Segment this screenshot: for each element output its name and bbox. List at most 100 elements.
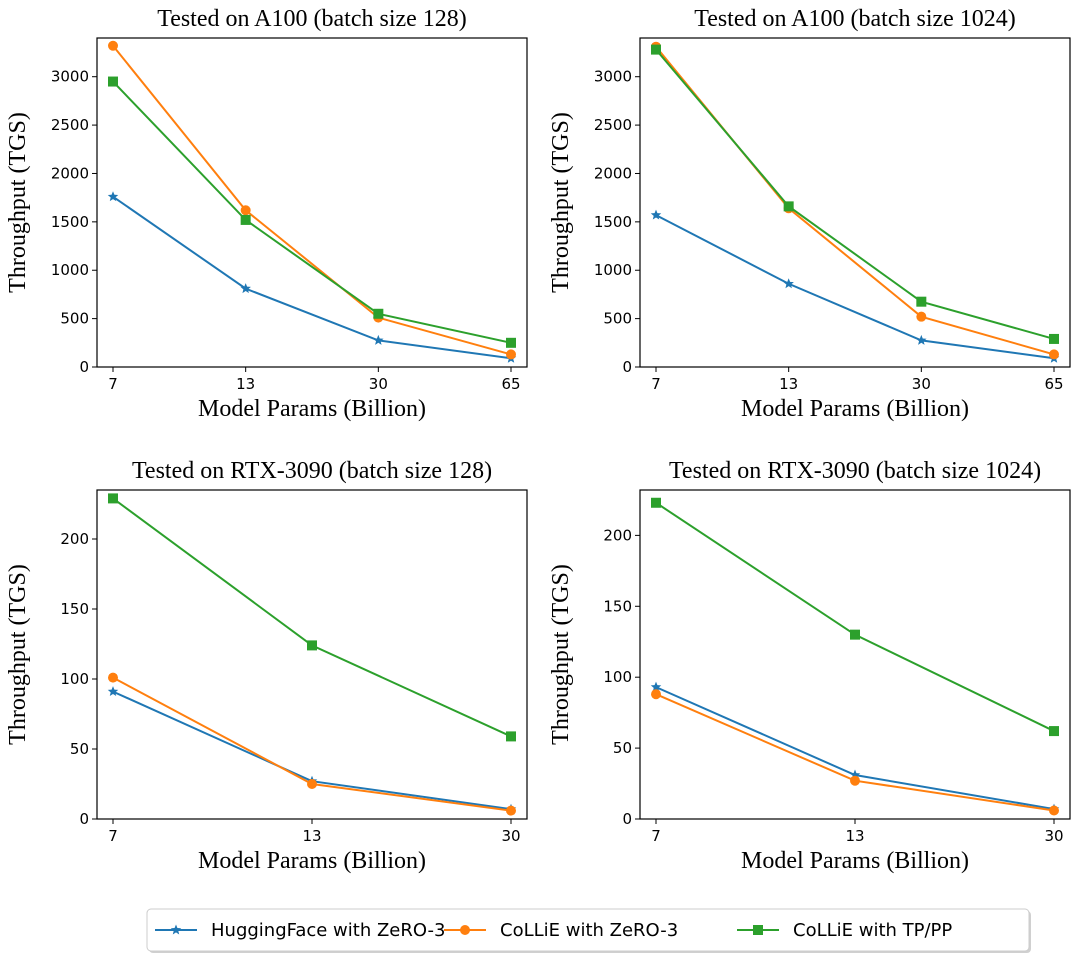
x-tick-label: 7 bbox=[651, 375, 661, 393]
y-tick-label: 50 bbox=[613, 739, 632, 757]
data-point bbox=[1049, 349, 1059, 360]
data-point bbox=[506, 349, 516, 360]
legend-marker bbox=[170, 924, 182, 935]
x-tick-label: 7 bbox=[108, 375, 118, 393]
data-point bbox=[373, 334, 384, 345]
y-tick-label: 0 bbox=[622, 810, 632, 828]
data-point bbox=[850, 629, 860, 640]
series-square bbox=[108, 493, 516, 742]
series-line bbox=[112, 497, 512, 738]
y-tick-label: 150 bbox=[603, 597, 632, 615]
series-square bbox=[651, 497, 1059, 737]
legend: HuggingFace with ZeRO-3 CoLLiE with ZeRO-… bbox=[146, 908, 1031, 953]
legend-entry: HuggingFace with ZeRO-3 bbox=[155, 920, 446, 941]
series-line bbox=[112, 195, 512, 360]
data-point bbox=[107, 191, 119, 202]
data-point bbox=[1049, 333, 1059, 344]
x-tick-label: 65 bbox=[501, 375, 520, 393]
y-axis-label: Throughput (TGS) bbox=[5, 564, 31, 745]
x-tick-label: 13 bbox=[779, 375, 798, 393]
series-line bbox=[655, 686, 1055, 811]
y-tick-label: 1500 bbox=[51, 213, 89, 231]
series-line bbox=[655, 693, 1055, 812]
y-tick-label: 150 bbox=[60, 600, 89, 618]
series-circle bbox=[108, 672, 516, 816]
x-axis-label: Model Params (Billion) bbox=[741, 848, 969, 874]
data-point bbox=[108, 493, 118, 504]
data-point bbox=[108, 672, 118, 683]
series-line bbox=[655, 48, 1055, 340]
y-tick-label: 3000 bbox=[594, 68, 632, 86]
plot-frame bbox=[639, 37, 1071, 368]
chart-title: Tested on RTX-3090 (batch size 1024) bbox=[669, 458, 1041, 484]
data-point bbox=[108, 40, 118, 51]
data-point bbox=[506, 731, 516, 742]
y-tick-label: 500 bbox=[603, 310, 632, 328]
x-tick-label: 7 bbox=[108, 827, 118, 845]
y-tick-label: 2500 bbox=[594, 116, 632, 134]
y-tick-label: 50 bbox=[70, 740, 89, 758]
data-point bbox=[783, 278, 794, 289]
chart-panel: Tested on RTX-3090 (batch size 128) 0 50 10… bbox=[5, 458, 528, 874]
data-point bbox=[651, 497, 661, 508]
y-axis-label: Throughput (TGS) bbox=[5, 112, 31, 293]
x-tick-label: 30 bbox=[1044, 827, 1063, 845]
x-axis-label: Model Params (Billion) bbox=[198, 848, 426, 874]
x-axis-label: Model Params (Billion) bbox=[198, 396, 426, 422]
data-point bbox=[107, 686, 119, 697]
legend-marker bbox=[753, 925, 763, 935]
data-point bbox=[307, 640, 317, 651]
data-point bbox=[240, 214, 251, 225]
chart-panels: Tested on A100 (batch size 128)050010001… bbox=[5, 6, 1071, 874]
y-axis-label: Throughput (TGS) bbox=[548, 564, 574, 745]
data-point bbox=[651, 689, 661, 700]
y-tick-label: 1000 bbox=[594, 261, 632, 279]
series-line bbox=[112, 676, 512, 812]
series-star bbox=[107, 686, 517, 814]
data-point bbox=[240, 205, 251, 216]
data-point bbox=[916, 311, 927, 322]
y-axis-label: Throughput (TGS) bbox=[548, 112, 574, 293]
series-square bbox=[651, 44, 1059, 344]
series-star bbox=[650, 681, 1060, 814]
x-tick-label: 65 bbox=[1044, 375, 1063, 393]
series-line bbox=[112, 80, 512, 344]
legend-label: CoLLiE with ZeRO-3 bbox=[500, 920, 678, 941]
data-point bbox=[1049, 805, 1059, 816]
y-tick-label: 2000 bbox=[51, 164, 89, 182]
chart-title: Tested on A100 (batch size 1024) bbox=[694, 6, 1016, 32]
data-point bbox=[916, 334, 927, 345]
data-point bbox=[307, 779, 317, 789]
y-tick-label: 500 bbox=[60, 310, 89, 328]
legend-entry: CoLLiE with ZeRO-3 bbox=[444, 920, 678, 941]
y-tick-label: 3000 bbox=[51, 68, 89, 86]
series-star bbox=[650, 209, 1060, 363]
chart-panel: Tested on RTX-3090 (batch size 1024) 0 50 1… bbox=[548, 458, 1071, 874]
data-point bbox=[1049, 726, 1059, 737]
y-tick-label: 1500 bbox=[594, 213, 632, 231]
y-tick-label: 200 bbox=[603, 526, 632, 544]
y-tick-label: 0 bbox=[622, 358, 632, 376]
data-point bbox=[650, 681, 662, 692]
data-point bbox=[506, 805, 516, 816]
x-tick-label: 13 bbox=[236, 375, 255, 393]
x-axis-label: Model Params (Billion) bbox=[741, 396, 969, 422]
y-tick-label: 2000 bbox=[594, 164, 632, 182]
y-tick-label: 100 bbox=[60, 670, 89, 688]
data-point bbox=[651, 44, 661, 55]
chart-title: Tested on RTX-3090 (batch size 128) bbox=[132, 458, 492, 484]
y-tick-label: 0 bbox=[79, 358, 89, 376]
data-point bbox=[506, 337, 516, 348]
series-line bbox=[112, 45, 512, 356]
plot-frame bbox=[96, 37, 528, 368]
data-point bbox=[108, 76, 118, 87]
y-tick-label: 1000 bbox=[51, 261, 89, 279]
chart-panel: Tested on A100 (batch size 1024) 0 500 1000… bbox=[548, 6, 1071, 422]
series-line bbox=[655, 46, 1055, 356]
legend-marker bbox=[460, 925, 470, 935]
legend-label: CoLLiE with TP/PP bbox=[793, 920, 952, 941]
chart-title: Tested on A100 (batch size 128) bbox=[157, 6, 467, 32]
plot-frame bbox=[96, 489, 528, 820]
legend-entry: CoLLiE with TP/PP bbox=[737, 920, 952, 941]
